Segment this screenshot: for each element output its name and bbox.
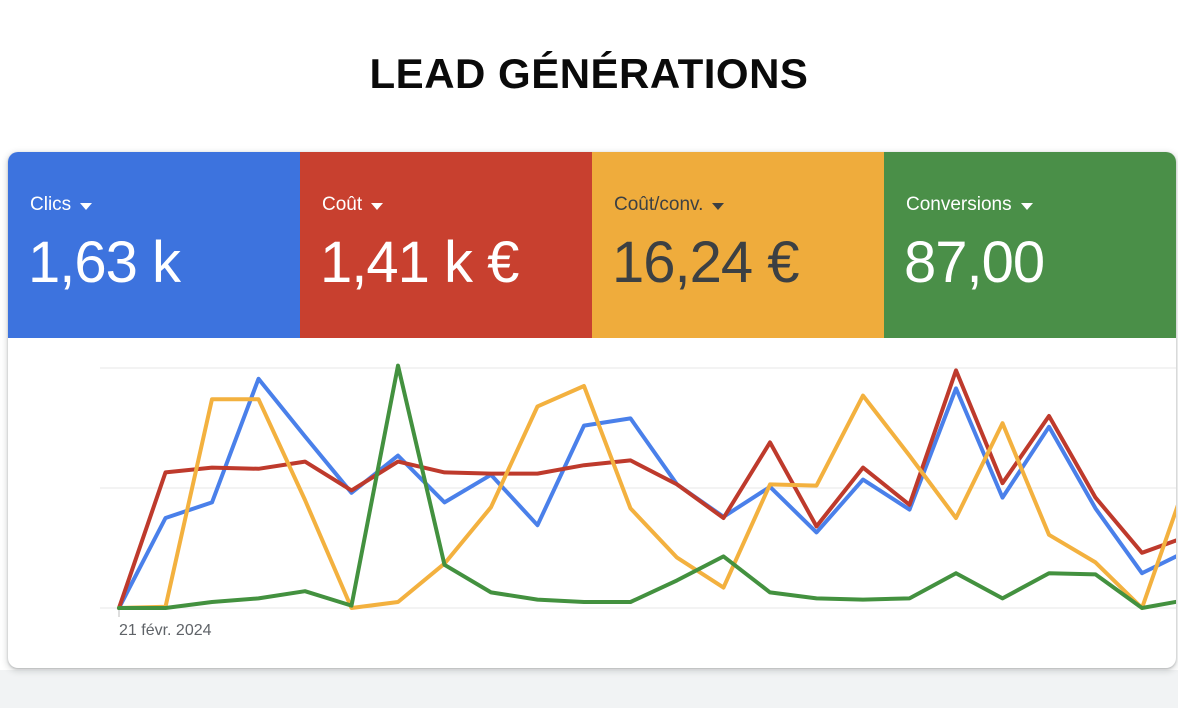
line-series-co-t-conv- <box>117 384 1176 610</box>
dropdown-arrow-icon[interactable] <box>80 203 93 210</box>
scorecard-cout-conv[interactable]: Coût/conv. 16,24 € <box>592 152 884 338</box>
scorecard-conversions[interactable]: Conversions 87,00 <box>884 152 1176 338</box>
line-series-conversions <box>117 363 1176 610</box>
report-panel: Clics 1,63 k Coût 1,41 k € Coût/conv. 16… <box>8 152 1176 668</box>
scorecard-clics[interactable]: Clics 1,63 k <box>8 152 300 338</box>
page-title: LEAD GÉNÉRATIONS <box>369 50 809 97</box>
dropdown-arrow-icon[interactable] <box>371 203 384 210</box>
dropdown-arrow-icon[interactable] <box>1020 203 1033 210</box>
scorecard-label: Coût <box>322 194 384 216</box>
scorecard-value: 16,24 € <box>612 230 800 295</box>
dropdown-arrow-icon[interactable] <box>712 203 725 210</box>
scorecard-value: 1,41 k € <box>320 230 519 295</box>
scorecard-label-text: Coût/conv. <box>614 194 704 215</box>
scorecard-row: Clics 1,63 k Coût 1,41 k € Coût/conv. 16… <box>8 152 1176 338</box>
scorecard-label: Clics <box>30 194 93 216</box>
scorecard-label-text: Conversions <box>906 194 1012 215</box>
scorecard-value: 1,63 k <box>28 230 181 295</box>
scorecard-cout[interactable]: Coût 1,41 k € <box>300 152 592 338</box>
page-background-strip <box>0 670 1178 708</box>
timeseries-chart <box>100 363 1176 617</box>
scorecard-value: 87,00 <box>904 230 1045 295</box>
scorecard-label-text: Coût <box>322 194 363 215</box>
line-series-clics <box>117 376 1176 610</box>
x-axis-start-label: 21 févr. 2024 <box>119 622 212 639</box>
chart-area: 21 févr. 2024 <box>8 338 1176 668</box>
scorecard-label: Conversions <box>906 194 1033 216</box>
line-series-co-t <box>117 368 1176 610</box>
scorecard-label: Coût/conv. <box>614 194 725 216</box>
scorecard-label-text: Clics <box>30 194 72 215</box>
